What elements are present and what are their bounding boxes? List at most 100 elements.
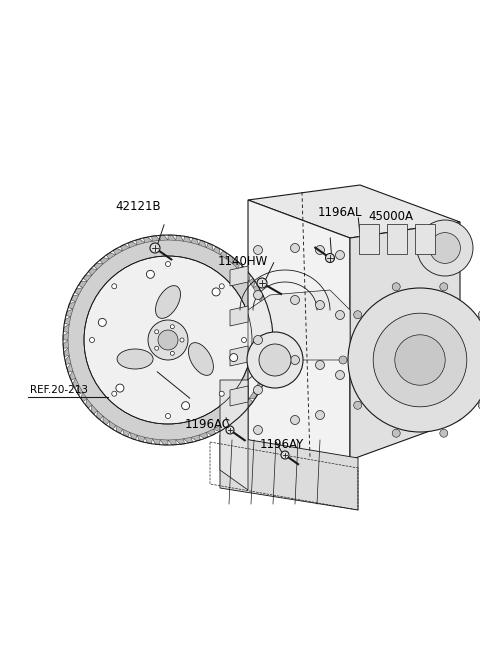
Polygon shape: [66, 309, 73, 317]
Circle shape: [253, 386, 263, 394]
Circle shape: [430, 233, 460, 264]
Polygon shape: [249, 392, 258, 399]
Polygon shape: [220, 435, 358, 510]
Polygon shape: [239, 405, 248, 411]
Polygon shape: [78, 281, 87, 288]
Polygon shape: [100, 258, 109, 264]
Circle shape: [290, 356, 300, 365]
Polygon shape: [152, 236, 160, 241]
Circle shape: [354, 401, 362, 409]
Polygon shape: [97, 411, 103, 420]
Circle shape: [281, 451, 289, 459]
Circle shape: [478, 401, 480, 409]
Polygon shape: [68, 302, 76, 309]
Text: 45000A: 45000A: [368, 210, 413, 223]
Polygon shape: [81, 392, 87, 401]
Circle shape: [226, 426, 234, 434]
Polygon shape: [184, 236, 192, 243]
Polygon shape: [144, 237, 152, 243]
Polygon shape: [265, 316, 271, 324]
Polygon shape: [85, 399, 92, 408]
Polygon shape: [160, 235, 168, 240]
Polygon shape: [230, 266, 248, 286]
Polygon shape: [122, 429, 130, 437]
Polygon shape: [64, 348, 69, 356]
Circle shape: [116, 384, 124, 392]
Polygon shape: [83, 275, 92, 281]
Circle shape: [148, 320, 188, 360]
Text: 1140HW: 1140HW: [218, 255, 268, 268]
Circle shape: [89, 337, 95, 342]
Circle shape: [247, 332, 303, 388]
Circle shape: [315, 361, 324, 369]
Polygon shape: [137, 435, 144, 442]
Polygon shape: [267, 323, 272, 332]
Polygon shape: [192, 435, 201, 441]
Circle shape: [158, 330, 178, 350]
Polygon shape: [220, 380, 248, 490]
Polygon shape: [265, 356, 272, 363]
Text: 1196AY: 1196AY: [260, 438, 304, 451]
Polygon shape: [70, 371, 76, 380]
Polygon shape: [233, 260, 239, 270]
Circle shape: [336, 371, 345, 380]
Polygon shape: [263, 363, 270, 371]
Polygon shape: [260, 300, 266, 309]
Circle shape: [339, 356, 347, 364]
Text: 1196AC: 1196AC: [185, 418, 231, 431]
Circle shape: [336, 251, 345, 260]
Polygon shape: [176, 439, 184, 444]
Circle shape: [259, 344, 291, 376]
Polygon shape: [72, 379, 79, 388]
Polygon shape: [220, 251, 227, 259]
Circle shape: [478, 311, 480, 319]
Polygon shape: [227, 255, 233, 264]
Ellipse shape: [189, 342, 214, 375]
Circle shape: [181, 401, 190, 410]
Circle shape: [253, 335, 263, 344]
Circle shape: [257, 278, 267, 288]
Circle shape: [219, 391, 224, 396]
Polygon shape: [109, 421, 116, 430]
Circle shape: [315, 300, 324, 310]
Polygon shape: [206, 429, 216, 436]
Circle shape: [253, 426, 263, 434]
Polygon shape: [91, 405, 97, 414]
Circle shape: [155, 346, 159, 350]
Polygon shape: [248, 290, 350, 360]
Circle shape: [290, 295, 300, 304]
Text: 42121B: 42121B: [115, 200, 161, 213]
Polygon shape: [63, 332, 68, 340]
Polygon shape: [249, 278, 255, 288]
Polygon shape: [199, 240, 206, 247]
Polygon shape: [144, 438, 152, 443]
Polygon shape: [160, 440, 168, 445]
Polygon shape: [116, 425, 122, 434]
Circle shape: [417, 220, 473, 276]
Polygon shape: [168, 235, 176, 240]
Circle shape: [440, 429, 448, 438]
Polygon shape: [135, 239, 144, 245]
Polygon shape: [120, 245, 130, 251]
Polygon shape: [113, 249, 122, 255]
Circle shape: [155, 330, 159, 334]
Circle shape: [112, 391, 117, 396]
Polygon shape: [152, 439, 160, 445]
Ellipse shape: [117, 349, 153, 369]
Polygon shape: [267, 348, 273, 356]
Circle shape: [290, 415, 300, 424]
Circle shape: [166, 262, 170, 266]
Polygon shape: [248, 200, 350, 460]
Polygon shape: [239, 266, 245, 275]
Circle shape: [315, 411, 324, 419]
Circle shape: [336, 310, 345, 319]
Polygon shape: [168, 440, 176, 445]
Polygon shape: [230, 386, 248, 406]
Polygon shape: [350, 222, 460, 460]
Circle shape: [395, 335, 445, 385]
Polygon shape: [268, 332, 273, 340]
Circle shape: [290, 243, 300, 253]
Circle shape: [219, 284, 224, 289]
Polygon shape: [257, 379, 265, 385]
Polygon shape: [74, 288, 83, 295]
